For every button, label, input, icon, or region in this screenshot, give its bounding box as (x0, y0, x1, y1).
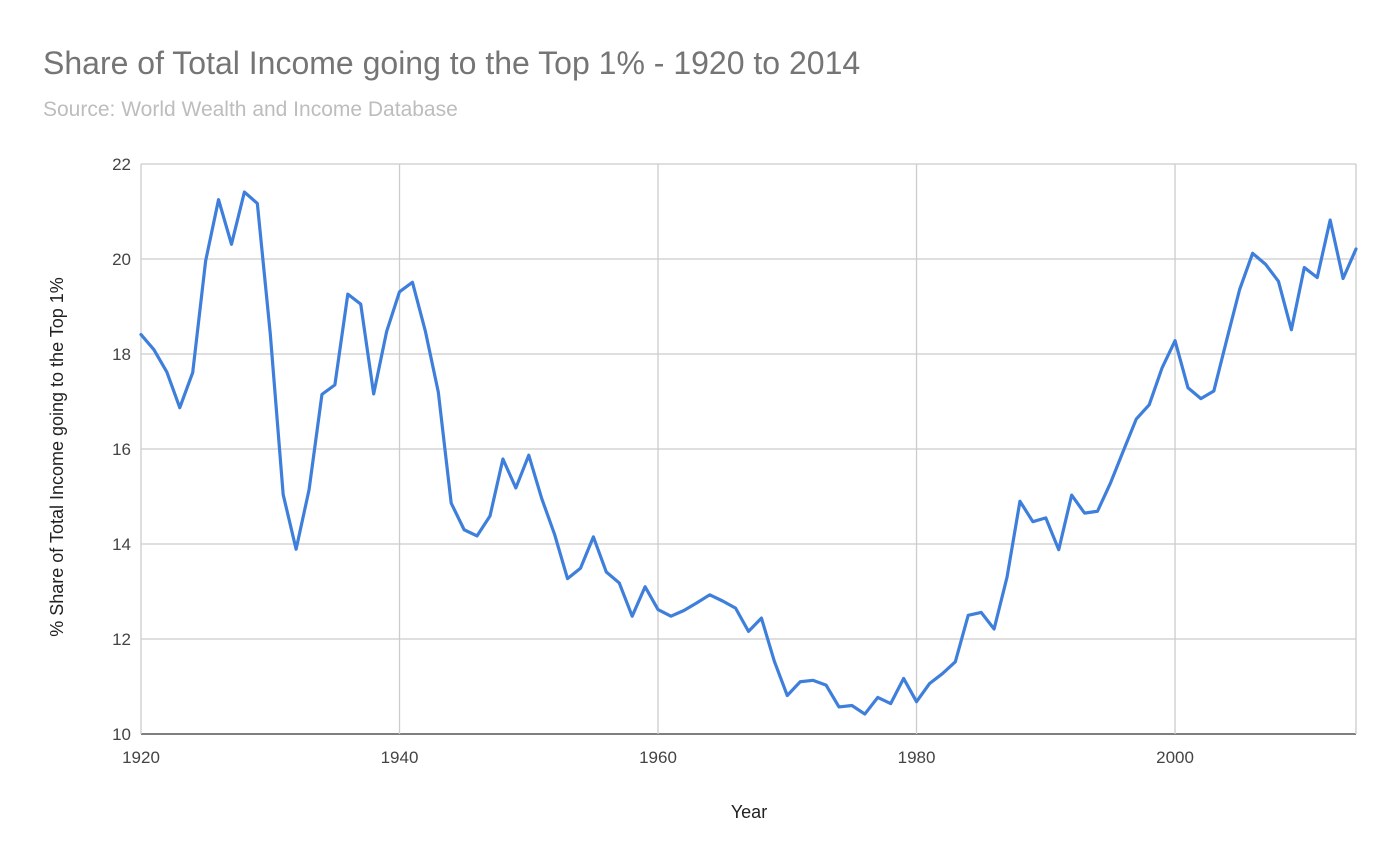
y-tick-label: 20 (112, 250, 131, 269)
y-tick-label: 16 (112, 440, 131, 459)
series-line (139, 190, 1358, 716)
x-tick-label: 1940 (381, 748, 419, 767)
y-tick-label: 14 (112, 535, 131, 554)
x-axis-ticks: 1920 1940 1960 1980 2000 (122, 748, 1194, 767)
series-layer (139, 190, 1358, 716)
y-axis-title: % Share of Total Income going to the Top… (47, 277, 67, 637)
x-tick-label: 1980 (898, 748, 936, 767)
y-tick-label: 12 (112, 630, 131, 649)
x-tick-label: 1920 (122, 748, 160, 767)
gridlines (140, 163, 1357, 735)
x-axis-title: Year (731, 802, 767, 822)
chart-title: Share of Total Income going to the Top 1… (43, 45, 860, 81)
y-axis-ticks: 10 12 14 16 18 20 22 (112, 155, 131, 744)
y-tick-label: 22 (112, 155, 131, 174)
x-tick-label: 1960 (639, 748, 677, 767)
x-tick-label: 2000 (1156, 748, 1194, 767)
y-tick-label: 18 (112, 345, 131, 364)
y-tick-label: 10 (112, 725, 131, 744)
chart-subtitle: Source: World Wealth and Income Database (43, 98, 458, 121)
